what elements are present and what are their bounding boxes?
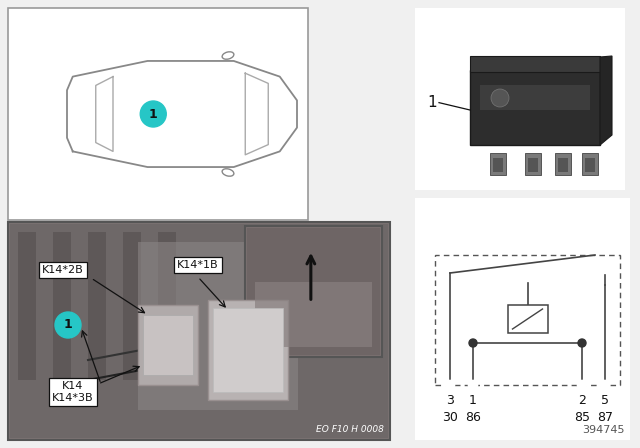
Ellipse shape xyxy=(222,169,234,176)
Bar xyxy=(88,232,106,380)
Text: K14
K14*3B: K14 K14*3B xyxy=(52,381,94,403)
Bar xyxy=(247,228,380,355)
Bar xyxy=(435,255,620,385)
Circle shape xyxy=(491,89,509,107)
Bar xyxy=(470,70,600,145)
Text: K14*2B: K14*2B xyxy=(42,265,84,275)
Text: 3: 3 xyxy=(446,395,454,408)
Bar xyxy=(138,242,298,410)
Circle shape xyxy=(445,380,454,389)
Text: 2: 2 xyxy=(578,395,586,408)
Bar xyxy=(480,85,590,110)
Bar xyxy=(18,232,36,380)
Text: 85: 85 xyxy=(574,410,590,423)
Polygon shape xyxy=(600,56,612,145)
Bar xyxy=(470,56,600,72)
Bar xyxy=(213,308,283,392)
Circle shape xyxy=(140,101,166,127)
Text: 1: 1 xyxy=(149,108,157,121)
Bar xyxy=(415,198,630,440)
Bar xyxy=(493,158,503,172)
Ellipse shape xyxy=(222,52,234,59)
Text: 394745: 394745 xyxy=(582,425,625,435)
Bar xyxy=(143,315,193,375)
Circle shape xyxy=(600,380,609,389)
Bar xyxy=(508,305,547,333)
Bar xyxy=(123,232,141,380)
Bar xyxy=(582,153,598,175)
Bar xyxy=(525,153,541,175)
Circle shape xyxy=(469,339,477,347)
Bar xyxy=(528,158,538,172)
Bar xyxy=(158,232,176,380)
Circle shape xyxy=(55,312,81,338)
Bar xyxy=(245,226,382,357)
Bar xyxy=(8,8,308,220)
Bar xyxy=(415,8,625,190)
Bar xyxy=(255,282,372,347)
Circle shape xyxy=(578,339,586,347)
Text: 87: 87 xyxy=(597,410,613,423)
Bar xyxy=(53,232,71,380)
Bar xyxy=(8,222,390,440)
Bar xyxy=(490,153,506,175)
Text: 30: 30 xyxy=(442,410,458,423)
Text: EO F10 H 0008: EO F10 H 0008 xyxy=(316,425,384,434)
Bar xyxy=(555,153,571,175)
Bar xyxy=(10,224,388,438)
Text: 1: 1 xyxy=(469,395,477,408)
Bar xyxy=(208,300,288,400)
Bar xyxy=(558,158,568,172)
Text: K14*1B: K14*1B xyxy=(177,260,219,270)
Circle shape xyxy=(577,380,586,389)
Circle shape xyxy=(468,380,477,389)
Text: 5: 5 xyxy=(601,395,609,408)
Bar xyxy=(138,305,198,385)
Bar xyxy=(585,158,595,172)
Text: 86: 86 xyxy=(465,410,481,423)
Text: 1: 1 xyxy=(63,319,72,332)
Text: 1: 1 xyxy=(427,95,436,110)
